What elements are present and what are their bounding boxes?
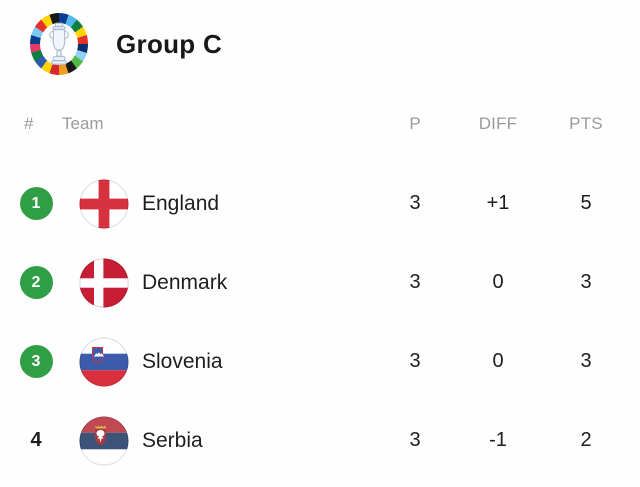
- column-header-played: P: [409, 114, 421, 133]
- diff-value: 0: [492, 271, 504, 293]
- rank-cell: 2: [0, 266, 72, 299]
- rank-badge: 3: [19, 345, 53, 378]
- table-row[interactable]: 2 Denmark 3 0 3: [0, 243, 640, 322]
- table-row[interactable]: 3 Slovenia 3 0 3: [0, 322, 640, 401]
- points-value: 5: [580, 192, 592, 214]
- diff-value: -1: [489, 429, 507, 451]
- column-header-team: Team: [62, 114, 104, 133]
- widget-header: Group C: [0, 0, 640, 76]
- diff-value: +1: [486, 192, 510, 214]
- rank-badge: 1: [19, 187, 53, 220]
- played-value: 3: [409, 192, 421, 214]
- team-name: Denmark: [142, 270, 228, 294]
- table-row[interactable]: 1 England 3 +1 5: [0, 164, 640, 243]
- rank-cell: 1: [0, 187, 72, 220]
- played-value: 3: [409, 271, 421, 293]
- table-header-row: # Team P DIFF PTS: [0, 104, 640, 144]
- points-value: 3: [580, 350, 592, 372]
- euro-2024-logo-icon: [30, 13, 88, 75]
- played-value: 3: [409, 429, 421, 451]
- column-header-points: PTS: [569, 114, 603, 133]
- trophy-icon: [49, 22, 69, 65]
- points-value: 2: [580, 429, 592, 451]
- team-flag: [72, 337, 136, 387]
- rank-badge: 4: [30, 429, 42, 451]
- standings-rows: 1 England 3 +1 5 2 Denmark 3 0 3 3 Slove…: [0, 164, 640, 480]
- table-row[interactable]: 4 Serbia 3 -1 2: [0, 401, 640, 480]
- rank-cell: 3: [0, 345, 72, 378]
- points-value: 3: [580, 271, 592, 293]
- team-name: Serbia: [142, 428, 203, 452]
- team-flag: [72, 179, 136, 229]
- team-name: England: [142, 191, 220, 215]
- column-header-diff: DIFF: [478, 114, 518, 133]
- page-title: Group C: [116, 28, 223, 59]
- rank-badge: 2: [19, 266, 53, 299]
- team-flag: [72, 416, 136, 466]
- team-flag: [72, 258, 136, 308]
- rank-cell: 4: [0, 424, 72, 457]
- diff-value: 0: [492, 350, 504, 372]
- played-value: 3: [409, 350, 421, 372]
- team-name: Slovenia: [142, 349, 223, 373]
- column-header-rank: #: [24, 114, 34, 133]
